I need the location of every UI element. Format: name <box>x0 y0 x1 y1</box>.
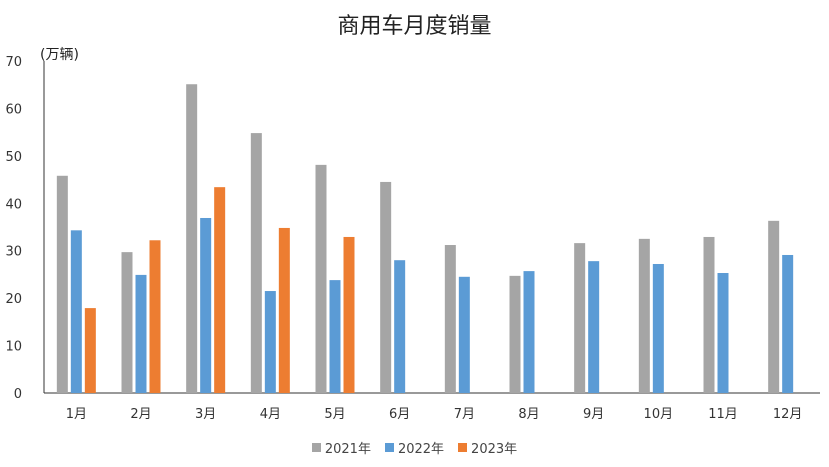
bar-3-4 <box>278 227 290 393</box>
bar-1-8 <box>509 275 521 393</box>
legend-swatch <box>458 443 468 452</box>
bar-1-2 <box>121 252 133 393</box>
x-tick-label: 2月 <box>130 407 151 422</box>
x-tick-label: 5月 <box>324 407 345 422</box>
bar-1-12 <box>768 220 780 393</box>
bar-2-4 <box>264 291 276 393</box>
bar-2-11 <box>717 273 729 393</box>
legend-item-3: 2023年 <box>458 438 517 457</box>
x-tick-label: 4月 <box>260 407 281 422</box>
x-tick-label: 9月 <box>583 407 604 422</box>
y-tick-label: 10 <box>5 340 22 355</box>
y-tick-label: 70 <box>5 55 22 70</box>
legend-label: 2023年 <box>471 442 518 457</box>
bar-3-3 <box>214 187 226 393</box>
chart-title: 商用车月度销量 <box>337 14 492 39</box>
bar-2-6 <box>394 260 406 393</box>
bar-1-9 <box>574 243 586 393</box>
bar-2-9 <box>588 261 600 393</box>
bar-1-7 <box>444 245 456 393</box>
legend-item-2: 2022年 <box>384 438 445 457</box>
bar-2-12 <box>782 254 794 393</box>
legend-label: 2021年 <box>324 442 371 457</box>
x-tick-label: 6月 <box>389 407 410 422</box>
legend-swatch <box>384 443 394 452</box>
y-tick-label: 50 <box>5 150 22 165</box>
bar-3-1 <box>84 308 96 393</box>
bar-1-5 <box>315 164 327 393</box>
y-axis-unit-label: (万辆) <box>40 47 79 63</box>
legend-label: 2022年 <box>397 442 445 457</box>
bar-1-11 <box>703 236 715 393</box>
bar-3-2 <box>149 240 161 393</box>
bar-2-2 <box>135 274 147 393</box>
bar-2-8 <box>523 271 535 393</box>
y-tick-label: 0 <box>14 387 22 402</box>
bar-2-10 <box>652 263 664 393</box>
x-tick-label: 7月 <box>454 407 475 422</box>
legend-swatch <box>311 443 321 452</box>
bar-2-7 <box>458 276 470 393</box>
bar-1-6 <box>380 181 392 393</box>
bar-2-3 <box>200 217 212 393</box>
y-tick-label: 20 <box>5 292 22 307</box>
x-tick-label: 3月 <box>195 407 216 422</box>
x-tick-label: 12月 <box>773 407 803 422</box>
bar-1-10 <box>638 238 650 393</box>
bar-2-1 <box>70 230 82 393</box>
bar-1-1 <box>56 175 68 393</box>
x-tick-label: 11月 <box>708 407 738 422</box>
bar-3-5 <box>343 236 355 393</box>
bar-1-4 <box>250 133 262 393</box>
x-tick-label: 10月 <box>644 407 674 422</box>
y-tick-label: 60 <box>5 102 22 117</box>
y-tick-label: 40 <box>5 197 22 212</box>
legend-item-1: 2021年 <box>311 438 371 457</box>
bar-1-3 <box>186 84 198 394</box>
x-tick-label: 8月 <box>518 407 539 422</box>
bar-2-5 <box>329 280 341 393</box>
x-tick-label: 1月 <box>66 407 87 422</box>
y-tick-label: 30 <box>5 245 22 260</box>
legend: 2021年 2022年 2023年 <box>0 438 829 457</box>
